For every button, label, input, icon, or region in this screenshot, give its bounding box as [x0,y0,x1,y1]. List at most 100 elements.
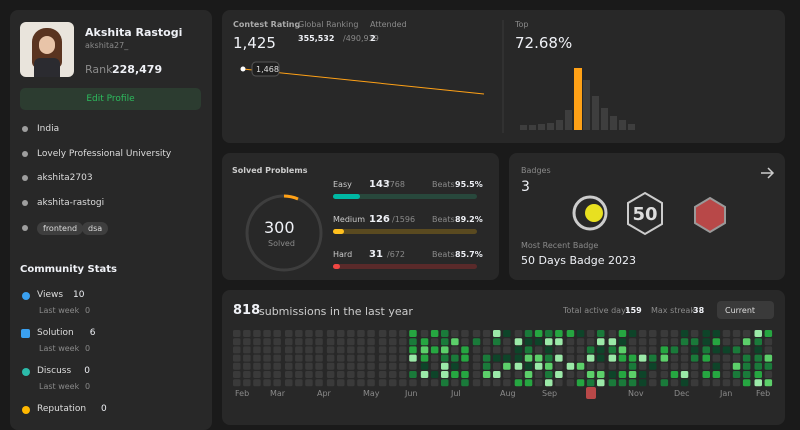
heat-cell [263,371,271,378]
level-total: /768 [387,180,405,189]
heat-cell [555,379,563,387]
beats-label: Beats [432,250,455,259]
heat-cell [326,379,335,387]
heat-cell [524,338,533,346]
heat-cell [493,379,501,387]
heat-cell [285,354,293,362]
linkedin[interactable]: akshita-rastogi [37,198,105,208]
heat-cell [638,346,647,354]
heat-cell [702,330,710,337]
heat-cell [420,346,429,354]
heat-cell [399,362,407,370]
heat-cell [315,362,323,370]
active: 159 [625,306,642,315]
month-badge-icon [586,387,596,399]
heat-cell [273,346,281,354]
heat-cell [576,338,585,346]
heat-cell [732,338,741,346]
heat-cell [722,371,731,378]
heat-cell [690,362,699,370]
heat-cell [357,354,365,362]
heat-cell [295,362,303,370]
heat-cell [273,330,281,337]
heat-cell [315,371,323,378]
heat-cell [545,354,553,362]
heat-cell [618,330,627,337]
heat-cell [638,338,647,346]
badges-count: 3 [521,179,530,195]
badge-icon [694,196,726,234]
rank: 228,479 [112,63,163,76]
heat-cell [482,346,491,354]
dropdown-label[interactable]: Current [725,306,756,315]
heat-cell [430,330,439,337]
heat-cell [503,354,511,362]
heat-cell [628,338,637,346]
heat-cell [555,338,563,346]
heat-cell [566,330,575,337]
github[interactable]: akshita2703 [37,173,93,183]
heat-cell [712,346,721,354]
progress-track [333,264,477,269]
heat-cell [461,362,469,370]
heat-cell [243,362,251,370]
submission-count: 818 [233,303,261,318]
heat-cell [649,354,657,362]
heat-cell [712,379,721,387]
heat-cell [482,362,491,370]
heat-cell [493,371,501,378]
rating: 1,425 [233,34,276,52]
heat-cell [597,379,605,387]
heat-cell [263,362,271,370]
heatmap [233,330,773,387]
heat-cell [712,362,721,370]
histogram-highlight [574,68,582,130]
heat-cell [638,379,647,387]
heat-cell [576,330,585,337]
heat-cell [534,371,543,378]
heat-cell [409,379,417,387]
heat-cell [576,371,585,378]
heat-cell [514,371,523,378]
month-label: Sep [542,389,558,398]
stat-value: 0 [101,404,107,414]
ranking-label: Global Ranking [298,20,359,29]
stat-value: 10 [73,290,85,300]
heat-cell [263,354,271,362]
heat-cell [378,338,387,346]
heat-cell [545,379,553,387]
heat-cell [555,354,563,362]
stat-sub-value: 0 [85,382,91,391]
community-icons [21,292,30,414]
heat-cell [702,354,710,362]
edit-profile-button[interactable]: Edit Profile [20,88,201,110]
heat-cell [243,346,251,354]
heat-cell [420,330,429,337]
heat-cell [586,379,595,387]
heat-cell [597,354,605,362]
heat-cell [357,379,365,387]
arrow-icon[interactable] [761,167,775,179]
stat-label: Views [37,290,64,300]
heat-cell [503,379,511,387]
heat-cell [764,346,773,354]
heat-cell [576,379,585,387]
histogram [520,80,635,130]
heat-cell [337,330,345,337]
heat-cell [253,338,261,346]
dropdown[interactable] [717,301,774,319]
heat-cell [732,354,741,362]
stat-sub-label: Last week [39,344,80,353]
heat-cell [597,362,605,370]
heat-cell [243,379,251,387]
heat-cell [357,330,365,337]
heat-cell [764,362,773,370]
heat-cell [347,338,355,346]
heat-cell [597,371,605,378]
solved-arc [283,194,299,201]
heat-cell [315,338,323,346]
heat-cell [233,371,241,378]
heat-cell [712,371,721,378]
badge-icon [572,195,608,231]
heat-cell [649,362,657,370]
